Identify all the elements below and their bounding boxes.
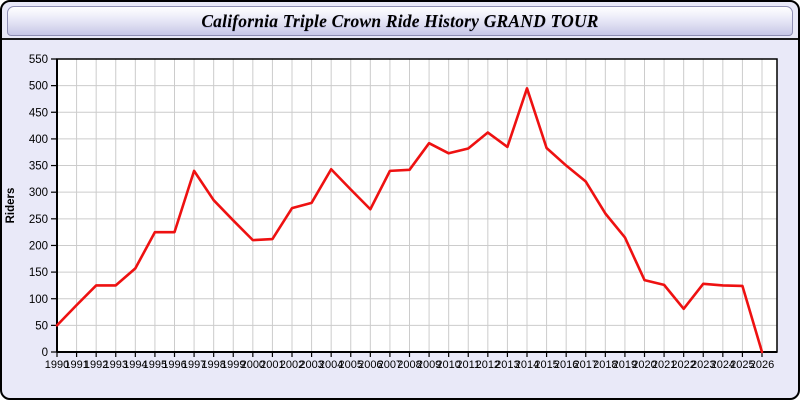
y-tick-label: 350: [29, 161, 48, 173]
plot-background: [57, 59, 777, 352]
x-tick-label: 2024: [711, 359, 735, 371]
y-tick-label: 200: [29, 240, 48, 252]
x-tick-label: 2015: [534, 359, 558, 371]
y-tick-label: 150: [29, 267, 48, 279]
horizontal-gridlines: [57, 85, 777, 326]
chart-area: 0 50 100 150 200 250 300 350 400 450 500 550 1990 199…: [2, 40, 798, 396]
x-tick-label: 1994: [123, 359, 147, 371]
y-tick-label: 50: [35, 320, 48, 332]
x-tick-label: 1991: [64, 359, 88, 371]
x-tick-label: 2006: [358, 359, 382, 371]
x-tick-label: 1993: [104, 359, 128, 371]
y-tick-label: 250: [29, 214, 48, 226]
x-tick-label: 1999: [221, 359, 245, 371]
vertical-gridlines: [76, 59, 763, 352]
y-tick-label: 450: [29, 107, 48, 119]
x-tick-label: 2002: [280, 359, 304, 371]
x-tick-label: 2014: [515, 359, 539, 371]
x-tick-label: 1997: [182, 359, 206, 371]
x-tick-label: 2003: [299, 359, 323, 371]
x-tick-label: 2026: [750, 359, 774, 371]
x-tick-label: 2010: [436, 359, 460, 371]
y-tick-label: 500: [29, 81, 48, 93]
x-tick-label: 2021: [652, 359, 676, 371]
x-tick-label: 2000: [241, 359, 265, 371]
x-tick-label: 2022: [671, 359, 695, 371]
x-tick-label: 2020: [632, 359, 656, 371]
y-axis: 0 50 100 150 200 250 300 350 400 450 500 550: [29, 54, 57, 359]
y-tick-label: 550: [29, 54, 48, 66]
x-tick-label: 2011: [456, 359, 480, 371]
chart-title: California Triple Crown Ride History GRA…: [201, 10, 599, 31]
ride-history-line-chart: 0501001502002503003504004505005501990199…: [5, 54, 778, 371]
y-tick-label: 400: [29, 134, 48, 146]
title-bar: California Triple Crown Ride History GRA…: [7, 6, 793, 36]
x-tick-label: 2025: [730, 359, 754, 371]
x-axis: 1990199119921993199419951996199719981999…: [45, 352, 774, 371]
x-tick-label: 2017: [574, 359, 598, 371]
y-tick-label: 300: [29, 187, 48, 199]
x-tick-label: 2019: [613, 359, 637, 371]
x-tick-label: 1992: [84, 359, 108, 371]
x-tick-label: 2005: [339, 359, 363, 371]
title-bar-strip: California Triple Crown Ride History GRA…: [2, 2, 798, 40]
riders-line-series: [55, 86, 764, 354]
y-axis-title: Riders: [5, 188, 17, 224]
x-tick-label: 2018: [593, 359, 617, 371]
x-tick-label: 1996: [162, 359, 186, 371]
x-tick-label: 2001: [260, 359, 284, 371]
x-tick-label: 2023: [691, 359, 715, 371]
x-tick-label: 2008: [397, 359, 421, 371]
x-tick-label: 2009: [417, 359, 441, 371]
x-tick-label: 2012: [476, 359, 500, 371]
x-tick-label: 2004: [319, 359, 343, 371]
y-tick-label: 0: [42, 347, 48, 359]
y-tick-label: 100: [29, 294, 48, 306]
x-tick-label: 1995: [143, 359, 167, 371]
x-tick-label: 2013: [495, 359, 519, 371]
x-tick-label: 1998: [201, 359, 225, 371]
x-tick-label: 2007: [378, 359, 402, 371]
x-tick-label: 1990: [45, 359, 69, 371]
x-tick-label: 2016: [554, 359, 578, 371]
